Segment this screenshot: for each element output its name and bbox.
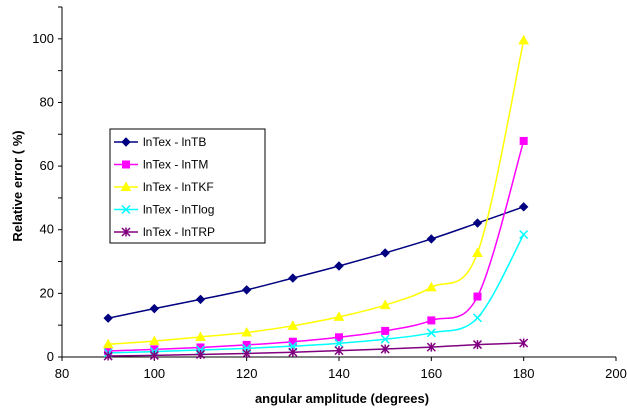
data-point: [427, 316, 436, 325]
legend-item: lnTex - lnTM: [114, 158, 208, 172]
data-point: [472, 340, 483, 350]
data-point: [103, 351, 113, 361]
legend-item: lnTex - lnTlog: [114, 203, 214, 217]
x-axis-title: angular amplitude (degrees): [255, 391, 429, 406]
data-point: [149, 350, 159, 360]
legend-marker: [121, 137, 131, 147]
data-point: [334, 261, 344, 271]
legend-box: [109, 128, 266, 244]
y-axis-title: Relative error ( %): [10, 130, 25, 241]
data-point: [335, 333, 343, 342]
data-point: [381, 326, 390, 335]
x-tick-label: 140: [328, 366, 350, 381]
data-point: [148, 335, 160, 346]
data-point: [242, 348, 252, 359]
legend-marker: [122, 160, 130, 169]
data-point: [426, 234, 437, 244]
data-point: [334, 338, 344, 348]
data-point: [518, 202, 529, 212]
data-point: [473, 292, 482, 301]
data-point: [380, 334, 390, 344]
series-3: [102, 34, 530, 349]
legend-item: lnTex - lnTKF: [114, 180, 214, 194]
data-point: [241, 326, 253, 337]
data-point: [426, 328, 436, 338]
series-layer: [102, 34, 530, 361]
data-point: [472, 247, 483, 257]
legend: lnTex - lnTB lnTex - lnTM lnTex - lnTKF lnT…: [109, 128, 266, 244]
data-point: [195, 349, 206, 359]
x-tick-label: 200: [605, 366, 627, 381]
x-tick-label: 180: [513, 366, 535, 381]
x-tick-label: 120: [236, 366, 258, 381]
legend-item: lnTex - lnTRP: [114, 225, 215, 239]
x-tick-label: 80: [55, 366, 69, 381]
data-point: [287, 320, 299, 330]
series-4: [103, 229, 529, 358]
data-point: [288, 347, 298, 357]
data-point: [149, 303, 160, 314]
x-tick-label: 100: [143, 366, 165, 381]
y-tick-label: 20: [40, 285, 54, 300]
data-point: [195, 294, 206, 305]
series-1: [103, 202, 529, 323]
data-point: [426, 342, 436, 352]
series-5: [103, 338, 529, 361]
data-point: [334, 346, 344, 356]
data-point: [333, 311, 345, 321]
legend-item: lnTex - lnTB: [114, 135, 206, 149]
data-point: [241, 285, 252, 295]
series-line: [108, 342, 524, 357]
data-point: [472, 218, 483, 228]
y-tick-label: 0: [47, 349, 54, 364]
x-tick-label: 160: [420, 366, 442, 381]
series-line: [108, 206, 524, 319]
series-2: [104, 136, 528, 355]
data-point: [425, 281, 437, 292]
y-tick-label: 40: [40, 222, 54, 237]
data-point: [102, 338, 114, 349]
data-point: [518, 34, 530, 45]
legend-label: lnTex - lnTB: [143, 135, 206, 149]
data-point: [519, 229, 529, 240]
legend-marker: [121, 204, 131, 215]
y-tick-label: 60: [40, 158, 54, 173]
data-point: [519, 338, 529, 348]
legend-marker: [121, 227, 131, 237]
data-point: [380, 248, 390, 258]
legend-label: lnTex - lnTM: [143, 158, 208, 172]
y-tick-label: 100: [32, 31, 54, 46]
legend-label: lnTex - lnTlog: [143, 203, 214, 217]
data-point: [195, 331, 206, 341]
data-point: [519, 136, 528, 145]
y-tick-label: 80: [40, 94, 54, 109]
data-point: [103, 313, 113, 323]
series-line: [108, 234, 525, 354]
data-point: [379, 299, 391, 310]
legend-label: lnTex - lnTKF: [143, 180, 214, 194]
data-point: [472, 313, 483, 323]
legend-label: lnTex - lnTRP: [143, 225, 215, 239]
data-point: [288, 273, 298, 283]
data-point: [380, 344, 390, 354]
legend-marker: [120, 181, 132, 191]
